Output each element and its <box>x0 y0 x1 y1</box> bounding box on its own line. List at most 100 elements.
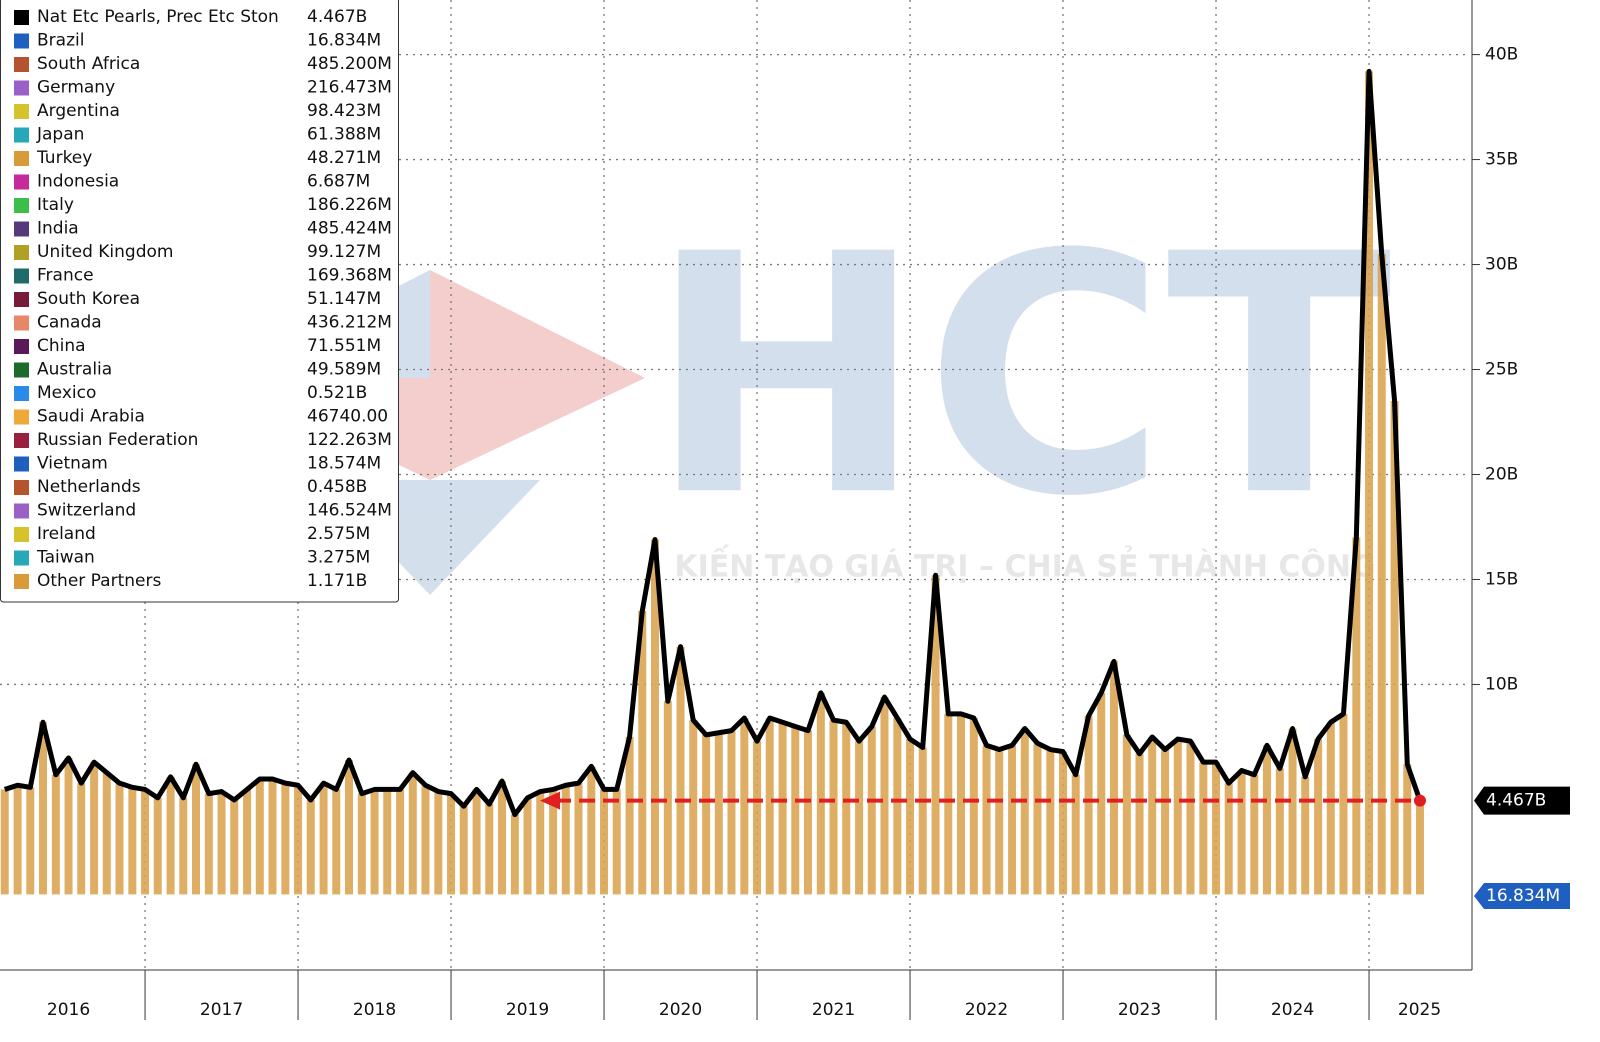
bar <box>128 787 137 895</box>
legend-swatch <box>14 339 29 354</box>
bar <box>204 793 213 895</box>
legend-label: China <box>37 336 86 356</box>
bar <box>1377 254 1386 895</box>
legend-label: South Africa <box>37 54 140 74</box>
bar <box>523 797 532 895</box>
legend-value: 46740.00 <box>307 407 388 427</box>
legend-label: Taiwan <box>36 548 95 568</box>
y-tick-label: 40B <box>1485 45 1518 65</box>
legend-label: Australia <box>37 360 112 380</box>
bar <box>357 793 366 895</box>
bar <box>587 766 596 895</box>
bar <box>26 787 35 895</box>
legend-value: 61.388M <box>307 125 381 145</box>
bar <box>1250 774 1259 895</box>
legend-label: Netherlands <box>37 477 141 497</box>
bar <box>191 764 200 895</box>
legend-value: 2.575M <box>307 524 370 544</box>
legend-label: Switzerland <box>37 501 136 521</box>
x-tick-label: 2024 <box>1271 1000 1314 1020</box>
bar <box>1008 745 1017 895</box>
bar <box>255 778 264 895</box>
legend-swatch <box>14 127 29 143</box>
bar <box>434 791 443 895</box>
x-tick-label: 2021 <box>812 1000 855 1020</box>
legend-swatch <box>14 245 29 260</box>
bar <box>740 718 749 895</box>
bar <box>995 749 1004 895</box>
bar <box>536 791 545 895</box>
reference-dot <box>1413 794 1426 807</box>
watermark-slogan: KIẾN TẠO GIÁ TRỊ – CHIA SẺ THÀNH CÔNG <box>674 545 1375 585</box>
bar <box>370 789 379 895</box>
legend-label: Mexico <box>37 383 96 403</box>
legend-label: Canada <box>37 313 102 333</box>
legend-label: Italy <box>37 195 74 215</box>
bar <box>982 745 991 895</box>
legend-value: 1.171B <box>307 571 367 591</box>
bar <box>918 747 927 895</box>
total-line <box>3 68 1423 818</box>
x-tick-label: 2019 <box>506 1000 549 1020</box>
legend-label: South Korea <box>37 289 140 309</box>
legend-value: 216.473M <box>307 78 392 98</box>
legend-value: 6.687M <box>307 172 370 192</box>
bar <box>294 785 303 895</box>
bar <box>753 741 762 895</box>
legend-swatch <box>14 80 29 96</box>
bar <box>663 701 672 895</box>
legend-box <box>0 0 399 603</box>
legend-swatch <box>14 574 29 589</box>
legend-swatch <box>14 550 29 566</box>
legend-swatch <box>14 57 29 72</box>
bar <box>497 781 506 895</box>
legend-label: Turkey <box>36 148 92 168</box>
bar <box>268 778 277 895</box>
bar <box>702 734 711 895</box>
bar <box>1135 753 1144 895</box>
legend-swatch <box>14 10 29 25</box>
legend-value: 485.200M <box>307 54 392 74</box>
y-tick-label: 30B <box>1485 255 1518 275</box>
bar <box>64 757 73 895</box>
legend-swatch <box>14 198 29 213</box>
legend-swatch <box>14 362 29 378</box>
legend-value: 4.467B <box>307 7 367 27</box>
bar <box>549 789 558 895</box>
y-tick-label: 25B <box>1485 360 1518 380</box>
legend-label: United Kingdom <box>37 242 173 262</box>
bar <box>1186 741 1195 895</box>
legend: Nat Etc Pearls, Prec Etc Ston 4.467B Brazi… <box>0 0 399 603</box>
bar <box>51 774 60 895</box>
legend-value: 18.574M <box>307 454 381 474</box>
legend-label: Vietnam <box>37 454 108 474</box>
bar <box>855 741 864 895</box>
bar <box>1326 722 1335 895</box>
bar <box>332 789 341 895</box>
legend-value: 169.368M <box>307 266 392 286</box>
bar <box>867 726 876 895</box>
bar <box>650 539 659 895</box>
legend-value: 436.212M <box>307 313 392 333</box>
bar <box>1365 71 1374 895</box>
y-tick-label: 10B <box>1485 674 1518 694</box>
bar <box>1212 762 1221 895</box>
bar <box>956 713 965 895</box>
bar <box>676 646 685 895</box>
bar <box>1415 800 1424 895</box>
bar <box>408 772 417 895</box>
bar <box>115 783 124 895</box>
bar <box>714 732 723 895</box>
bar <box>383 789 392 895</box>
bar <box>1173 739 1182 895</box>
legend-value: 99.127M <box>307 242 381 262</box>
bar <box>778 722 787 895</box>
bar <box>230 799 239 895</box>
legend-swatch <box>14 315 29 331</box>
bar <box>574 783 583 895</box>
bar <box>396 789 405 895</box>
bar <box>906 739 915 895</box>
bar <box>1314 739 1323 895</box>
bar <box>791 726 800 895</box>
